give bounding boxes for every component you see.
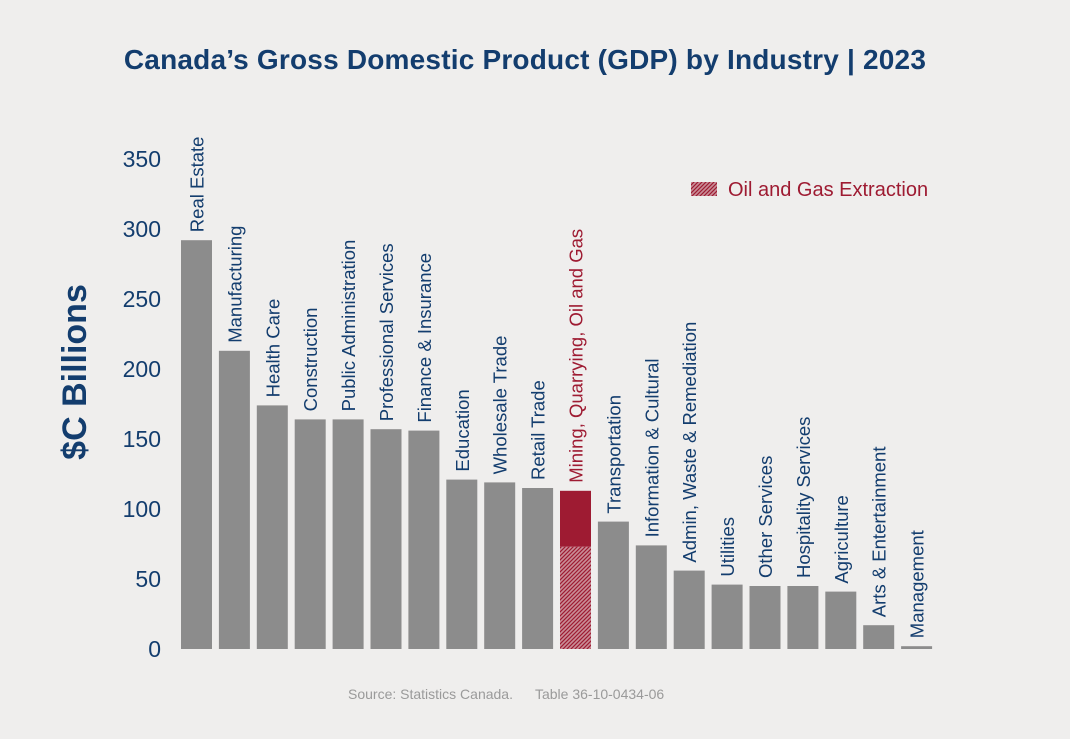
category-label-other-services: Other Services	[755, 456, 776, 578]
y-tick-label: 100	[123, 496, 161, 522]
category-label-retail-trade: Retail Trade	[528, 380, 549, 480]
bar-mining-quarrying-oil-and-gas	[560, 490, 591, 547]
y-tick-label: 350	[123, 146, 161, 172]
bar-information-cultural	[635, 545, 667, 649]
y-tick-label: 250	[123, 286, 161, 312]
bar-arts-entertainment	[863, 625, 895, 649]
bar-admin-waste-remediation	[673, 570, 705, 649]
category-label-agriculture: Agriculture	[831, 495, 852, 583]
category-label-admin-waste-remediation: Admin, Waste & Remediation	[679, 322, 700, 563]
category-label-wholesale-trade: Wholesale Trade	[490, 336, 511, 475]
category-label-finance-insurance: Finance & Insurance	[414, 253, 435, 423]
bar-hospitality-services	[787, 586, 819, 649]
category-label-manufacturing: Manufacturing	[224, 226, 245, 343]
bar-finance-insurance	[408, 430, 440, 649]
category-label-hospitality-services: Hospitality Services	[793, 417, 814, 578]
category-label-mining-quarrying-oil-and-gas: Mining, Quarrying, Oil and Gas	[566, 229, 587, 483]
source-table: Table 36-10-0434-06	[534, 686, 665, 702]
category-label-utilities: Utilities	[717, 517, 738, 577]
bar-segment-oil-and-gas-extraction	[560, 546, 591, 649]
category-label-information-cultural: Information & Cultural	[641, 358, 662, 537]
bar-public-administration	[332, 419, 364, 649]
chart-title: Canada’s Gross Domestic Product (GDP) by…	[123, 44, 927, 75]
y-tick-label: 200	[123, 356, 161, 382]
y-axis-label: $C Billions	[56, 284, 94, 460]
y-tick-label: 300	[123, 216, 161, 242]
category-label-management: Management	[907, 530, 928, 638]
y-tick-label: 50	[135, 566, 161, 592]
bar-agriculture	[825, 591, 857, 649]
source-note: Source: Statistics Canada. Table 36-10-04…	[348, 686, 686, 702]
category-label-real-estate: Real Estate	[187, 137, 208, 233]
category-label-construction: Construction	[300, 308, 321, 412]
category-label-education: Education	[452, 389, 473, 471]
legend: Oil and Gas Extraction	[691, 179, 928, 201]
bar-professional-services	[370, 429, 402, 649]
bar-construction	[294, 419, 326, 649]
bar-retail-trade	[522, 488, 554, 649]
bar-management	[901, 646, 933, 649]
bar-transportation	[597, 521, 629, 649]
bars	[181, 240, 933, 649]
category-label-arts-entertainment: Arts & Entertainment	[869, 447, 890, 618]
legend-label: Oil and Gas Extraction	[728, 179, 928, 201]
bar-wholesale-trade	[484, 482, 516, 649]
bar-health-care	[256, 405, 288, 649]
category-label-transportation: Transportation	[603, 395, 624, 514]
bar-education	[446, 479, 478, 649]
legend-swatch-oil-and-gas	[691, 182, 717, 196]
y-tick-label: 150	[123, 426, 161, 452]
bar-manufacturing	[218, 350, 250, 649]
bar-other-services	[749, 586, 781, 649]
bar-real-estate	[181, 240, 212, 649]
y-axis-ticks: 0 50 100 150 200 250 300 350	[123, 146, 161, 662]
category-label-public-administration: Public Administration	[338, 240, 359, 412]
bar-utilities	[711, 584, 743, 649]
category-labels: Real Estate Manufacturing Health Care Const…	[187, 137, 928, 639]
y-tick-label: 0	[148, 636, 161, 662]
category-label-health-care: Health Care	[262, 299, 283, 398]
source-label: Source: Statistics Canada.	[348, 686, 513, 702]
category-label-professional-services: Professional Services	[376, 243, 397, 421]
